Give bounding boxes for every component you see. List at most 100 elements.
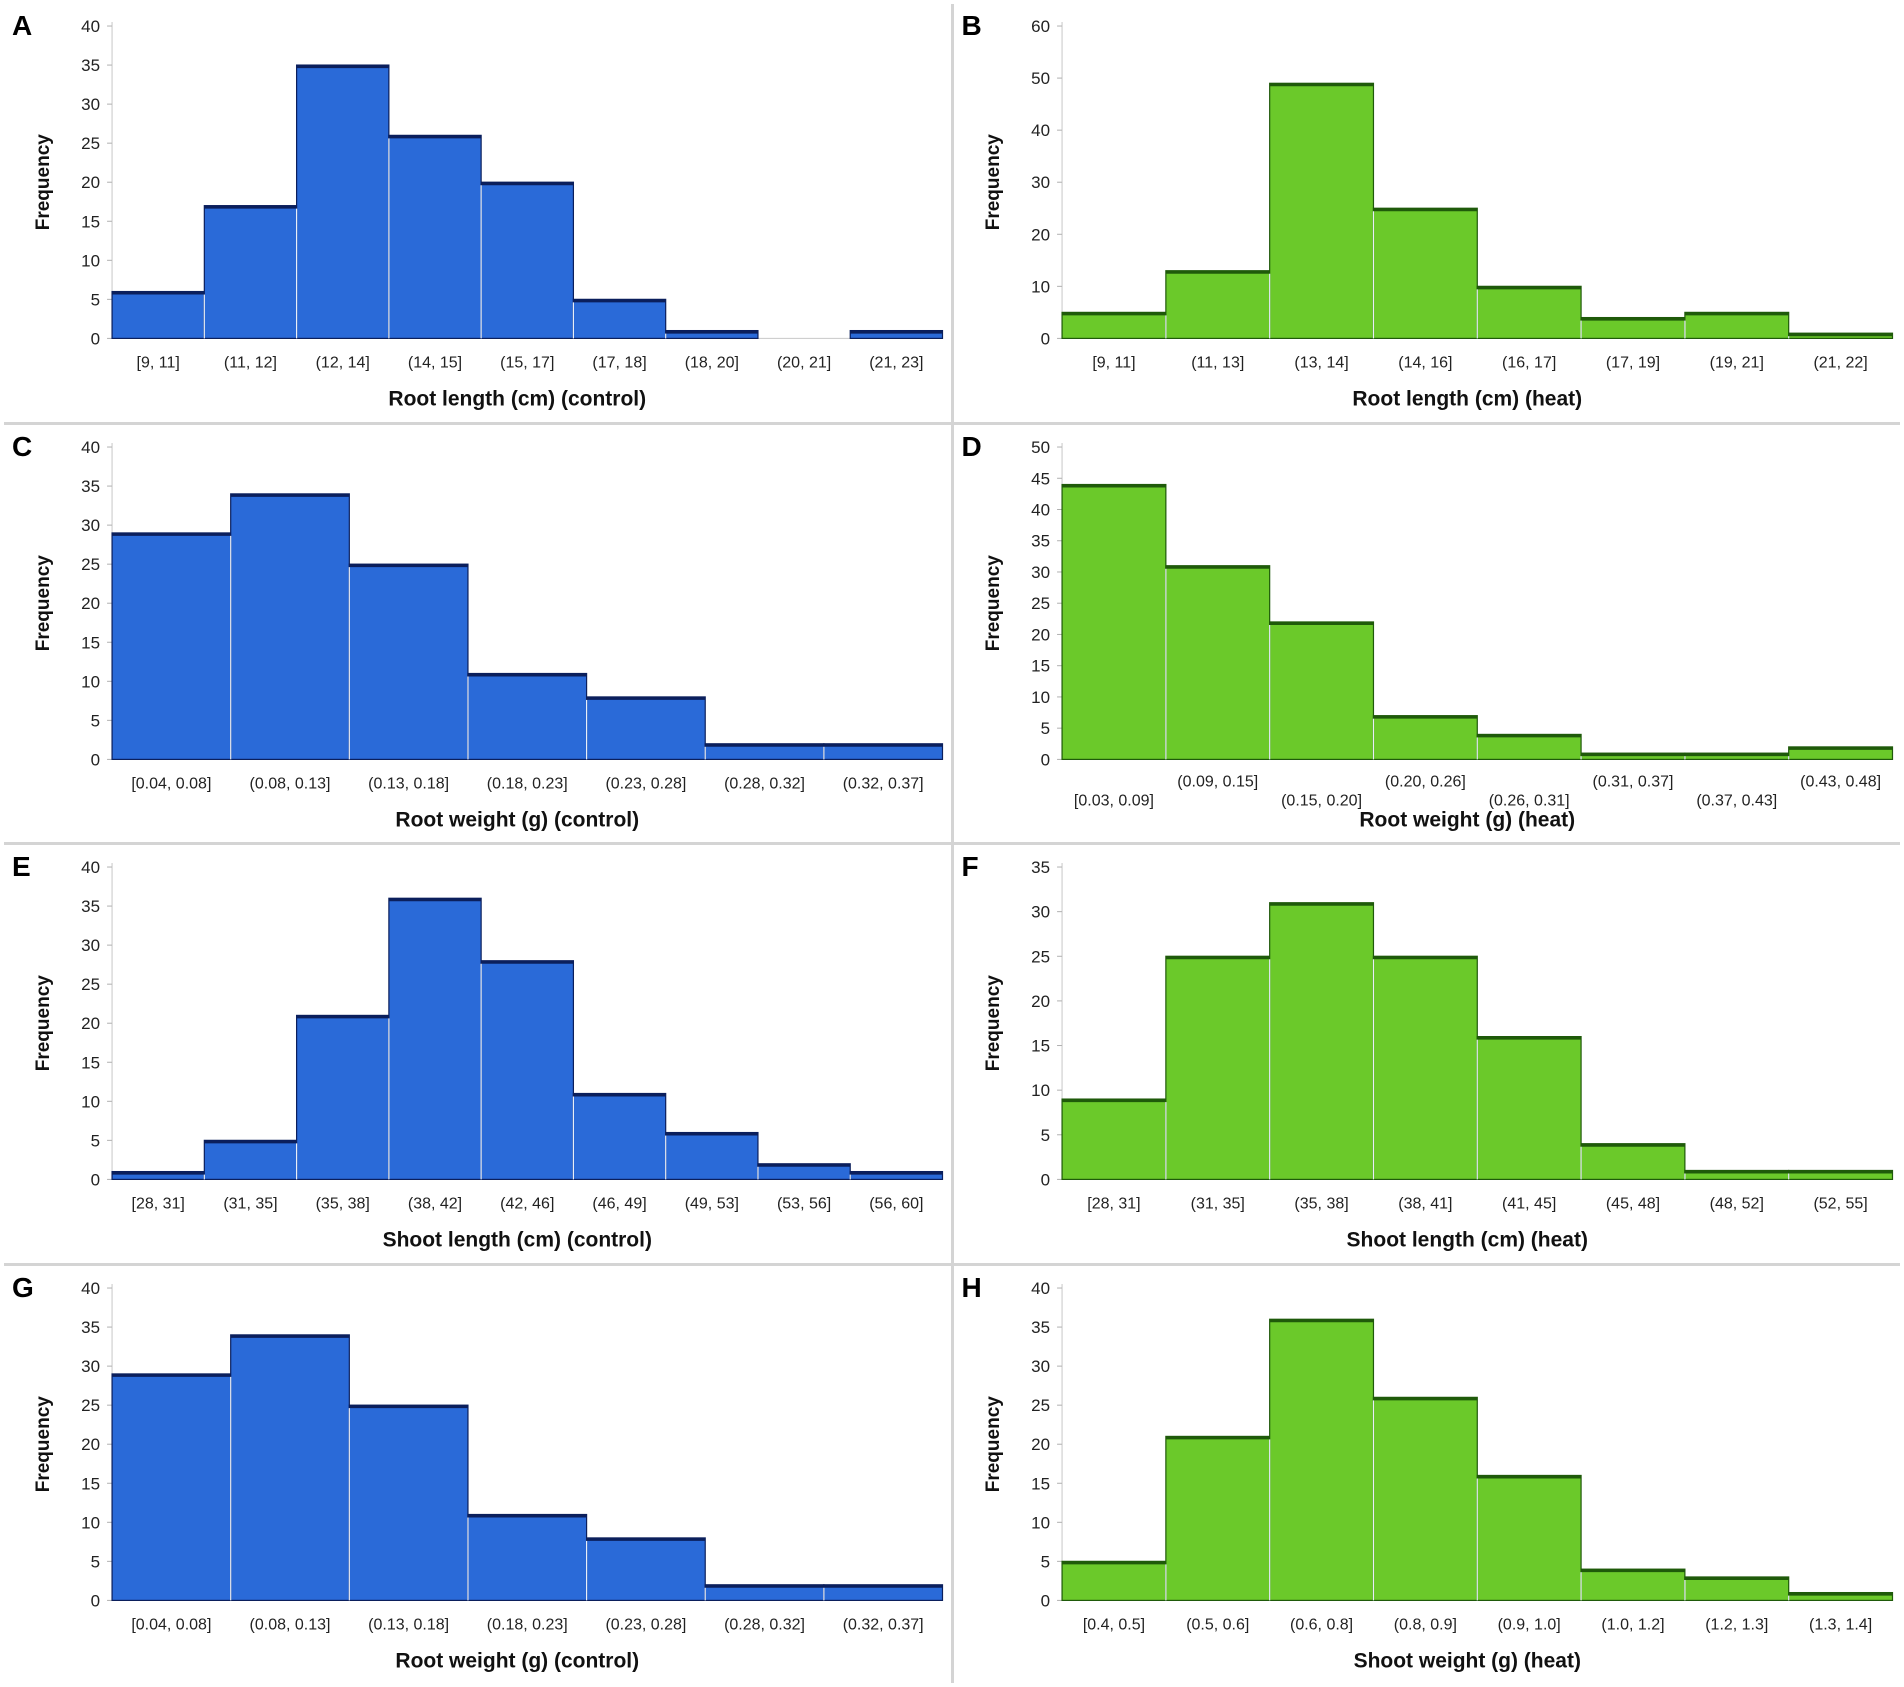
y-tick-label: 20 — [81, 1435, 100, 1454]
chart-panel-g: G 0 5 10 15 20 25 30 35 40 Frequency [0.04, 0.08] (0… — [4, 1265, 951, 1683]
y-tick-label: 35 — [81, 1318, 100, 1337]
histogram-svg: 0 5 10 15 20 25 30 35 40 Frequency [0.04, 0.08] (0.… — [33, 438, 944, 831]
x-category-label: (38, 41] — [1398, 1195, 1452, 1212]
x-category-label: (14, 15] — [408, 354, 462, 371]
y-tick-label: 60 — [1031, 17, 1050, 36]
y-tick-label: 15 — [81, 633, 100, 652]
histogram-bar — [1164, 564, 1270, 760]
y-tick-label: 15 — [1031, 656, 1050, 675]
x-category-label: (13, 14] — [1294, 354, 1348, 371]
histogram-svg: 0 5 10 15 20 25 30 35 40 Frequency [9, 11] (11, 12]… — [33, 17, 944, 410]
x-category-label: (0.9, 1.0] — [1497, 1616, 1560, 1633]
histogram-bar — [230, 492, 350, 760]
histogram-bar — [480, 960, 575, 1181]
y-tick-label: 10 — [81, 672, 100, 691]
histogram-bar — [467, 1513, 588, 1601]
histogram-bar — [295, 64, 390, 340]
x-category-label: (15, 17] — [500, 354, 554, 371]
x-category-label: [0.03, 0.09] — [1073, 792, 1153, 809]
y-tick-label: 0 — [1040, 1591, 1049, 1610]
chart-panel-a: A 0 5 10 15 20 25 30 35 40 Frequency [9, 11] (11, 12… — [4, 4, 951, 422]
y-tick-label: 30 — [1031, 562, 1050, 581]
x-category-label: (35, 38] — [316, 1195, 370, 1212]
y-tick-label: 40 — [1031, 121, 1050, 140]
x-category-label: [28, 31] — [132, 1195, 185, 1212]
y-tick-label: 10 — [81, 1513, 100, 1532]
x-category-label: [28, 31] — [1087, 1195, 1140, 1212]
y-tick-label: 15 — [1031, 1474, 1050, 1493]
x-category-label: (0.08, 0.13] — [250, 775, 331, 792]
x-category-label: (0.32, 0.37] — [843, 1616, 924, 1633]
y-tick-label: 0 — [1040, 329, 1049, 348]
panel-label: E — [12, 851, 31, 882]
histogram-bar — [1579, 316, 1685, 340]
histogram-bar — [1164, 955, 1270, 1181]
histogram-bar — [585, 1536, 706, 1601]
x-category-label: (0.23, 0.28] — [605, 775, 686, 792]
y-tick-label: 40 — [81, 1279, 100, 1298]
y-tick-label: 10 — [81, 1092, 100, 1111]
x-category-label: (53, 56] — [777, 1195, 831, 1212]
y-axis-label: Frequency — [33, 554, 54, 651]
y-tick-label: 5 — [1040, 1126, 1049, 1145]
histogram-bar — [348, 1404, 469, 1601]
y-tick-label: 25 — [81, 555, 100, 574]
y-tick-label: 25 — [1031, 947, 1050, 966]
histogram-svg: 0 10 20 30 40 50 60 Frequency [9, 11] (11, 13] (13… — [983, 17, 1893, 410]
y-tick-label: 15 — [1031, 1037, 1050, 1056]
x-category-label: (0.32, 0.37] — [843, 775, 924, 792]
x-category-label: [0.4, 0.5] — [1082, 1616, 1144, 1633]
histogram-bar — [203, 205, 298, 340]
x-axis-title: Root length (cm) (control) — [388, 387, 646, 410]
x-category-label: (0.20, 0.26] — [1384, 773, 1465, 790]
histogram-bar — [1372, 207, 1478, 340]
y-tick-label: 15 — [81, 1053, 100, 1072]
y-tick-label: 0 — [1040, 750, 1049, 769]
x-category-label: (12, 14] — [316, 354, 370, 371]
x-category-label: (20, 21] — [777, 354, 831, 371]
y-tick-label: 40 — [81, 17, 100, 36]
y-tick-label: 15 — [81, 212, 100, 231]
y-tick-label: 35 — [81, 56, 100, 75]
histogram-bar — [1164, 270, 1270, 340]
chart-panel-c: C 0 5 10 15 20 25 30 35 40 Frequency [0.04, 0.08] (0… — [4, 424, 951, 842]
y-tick-label: 35 — [81, 477, 100, 496]
histogram-svg: 0 5 10 15 20 25 30 35 40 Frequency [28, 31] (31, 35… — [33, 858, 944, 1251]
y-tick-label: 30 — [81, 95, 100, 114]
histogram-bar — [1683, 1575, 1789, 1601]
y-axis-label: Frequency — [983, 1395, 1004, 1492]
panel-label: H — [961, 1271, 982, 1303]
x-category-label: (14, 16] — [1398, 354, 1452, 371]
y-tick-label: 5 — [1040, 719, 1049, 738]
y-tick-label: 30 — [1031, 1357, 1050, 1376]
histogram-svg: 0 5 10 15 20 25 30 35 Frequency [28, 31] (31, 35] (… — [983, 858, 1893, 1251]
histogram-bar — [1476, 1036, 1582, 1181]
y-tick-label: 20 — [1031, 992, 1050, 1011]
y-tick-label: 20 — [1031, 625, 1050, 644]
histogram-bar — [572, 298, 667, 340]
y-tick-label: 15 — [81, 1474, 100, 1493]
x-category-label: (1.2, 1.3] — [1705, 1616, 1768, 1633]
histogram-bar — [585, 695, 706, 760]
y-tick-label: 5 — [91, 1552, 100, 1571]
chart-panel-d: D 0 5 10 15 20 25 30 35 40 45 50 Frequency [0.03, 0.0… — [953, 424, 1900, 842]
y-tick-label: 20 — [1031, 225, 1050, 244]
figure-grid: A 0 5 10 15 20 25 30 35 40 Frequency [9, 11] (11, 12… — [4, 4, 1900, 1683]
y-tick-label: 10 — [81, 251, 100, 270]
y-tick-label: 35 — [81, 897, 100, 916]
y-tick-label: 10 — [1031, 687, 1050, 706]
panel-label: G — [12, 1271, 34, 1303]
y-tick-label: 20 — [1031, 1435, 1050, 1454]
y-tick-label: 35 — [1031, 1318, 1050, 1337]
y-tick-label: 25 — [1031, 594, 1050, 613]
x-axis-title: Root weight (g) (heat) — [1359, 808, 1575, 831]
x-category-label: (17, 18] — [592, 354, 646, 371]
x-category-label: (48, 52] — [1709, 1195, 1763, 1212]
y-tick-label: 25 — [81, 1396, 100, 1415]
histogram-bar — [1060, 1560, 1166, 1601]
histogram-bar — [1268, 1318, 1374, 1601]
y-tick-label: 40 — [81, 438, 100, 457]
x-axis-title: Root weight (g) (control) — [395, 1649, 639, 1672]
y-axis-label: Frequency — [33, 975, 54, 1072]
x-category-label: (19, 21] — [1709, 354, 1763, 371]
